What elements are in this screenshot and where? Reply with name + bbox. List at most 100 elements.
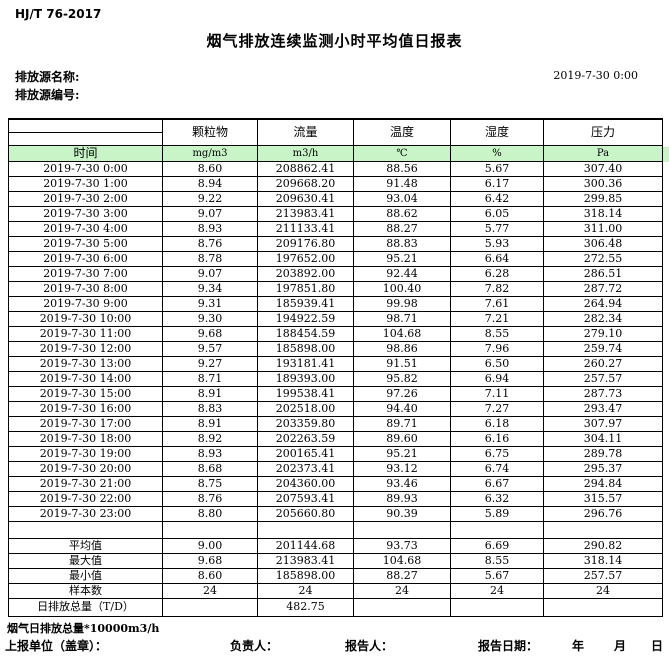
- table-row: 2019-7-30 8:00 9.34 197851.80 100.40 7.82 287…: [8, 281, 663, 297]
- table-row: 2019-7-30 3:00 9.07 213983.41 88.62 6.05 318.…: [8, 206, 663, 222]
- summary-value-cell: 88.27: [353, 568, 451, 584]
- value-cell: 6.42: [450, 191, 544, 207]
- value-cell: 185898.00: [257, 341, 354, 357]
- value-cell: 204360.00: [257, 476, 354, 492]
- value-cell: 8.93: [162, 446, 258, 462]
- value-cell: 7.82: [450, 281, 544, 297]
- value-cell: 259.74: [543, 341, 663, 357]
- summary-value-cell: [543, 598, 663, 617]
- value-cell: 6.67: [450, 476, 544, 492]
- value-cell: 208862.41: [257, 161, 354, 177]
- value-cell: 307.97: [543, 416, 663, 432]
- value-cell: 6.16: [450, 431, 544, 447]
- time-cell: 2019-7-30 3:00: [8, 206, 163, 222]
- source-name-label: 排放源名称:: [15, 70, 80, 84]
- value-cell: 8.76: [162, 236, 258, 252]
- summary-value-cell: 24: [353, 583, 451, 599]
- value-cell: 203359.80: [257, 416, 354, 432]
- value-cell: 197652.00: [257, 251, 354, 267]
- value-cell: 189393.00: [257, 371, 354, 387]
- value-cell: 90.39: [353, 506, 451, 522]
- page-title: 烟气排放连续监测小时平均值日报表: [206, 32, 463, 50]
- value-cell: 282.34: [543, 311, 663, 327]
- value-cell: 88.62: [353, 206, 451, 222]
- table-row: 2019-7-30 18:00 8.92 202263.59 89.60 6.16 304…: [8, 431, 663, 447]
- value-cell: 199538.41: [257, 386, 354, 402]
- value-cell: 5.77: [450, 221, 544, 237]
- summary-label-cell: 日排放总量（T/D）: [8, 598, 163, 617]
- value-cell: 289.78: [543, 446, 663, 462]
- year-label: 年: [572, 639, 585, 653]
- value-cell: 6.50: [450, 356, 544, 372]
- value-cell: 8.78: [162, 251, 258, 267]
- value-cell: 257.57: [543, 371, 663, 387]
- summary-label-cell: 最大值: [8, 553, 163, 569]
- value-cell: 95.82: [353, 371, 451, 387]
- summary-row: 最大值 9.68 213983.41 104.68 8.55 318.14: [8, 553, 663, 569]
- summary-row: 日排放总量（T/D） 482.75: [8, 598, 663, 617]
- summary-value-cell: 24: [162, 583, 258, 599]
- time-cell: 2019-7-30 8:00: [8, 281, 163, 297]
- value-cell: 202263.59: [257, 431, 354, 447]
- value-cell: 8.92: [162, 431, 258, 447]
- value-cell: 97.26: [353, 386, 451, 402]
- table-row: 2019-7-30 13:00 9.27 193181.41 91.51 6.50 260…: [8, 356, 663, 372]
- table-row: 2019-7-30 6:00 8.78 197652.00 95.21 6.64 272.…: [8, 251, 663, 267]
- table-row: 2019-7-30 1:00 8.94 209668.20 91.48 6.17 300.…: [8, 176, 663, 192]
- table-row: 2019-7-30 21:00 8.75 204360.00 93.46 6.67 294…: [8, 476, 663, 492]
- summary-value-cell: [162, 598, 258, 617]
- value-cell: 6.28: [450, 266, 544, 282]
- time-cell: 2019-7-30 4:00: [8, 221, 163, 237]
- value-cell: 7.27: [450, 401, 544, 417]
- time-cell: 2019-7-30 20:00: [8, 461, 163, 477]
- value-cell: 6.94: [450, 371, 544, 387]
- table-row: 2019-7-30 0:00 8.60 208862.41 88.56 5.67 307.…: [8, 161, 663, 177]
- value-cell: 194922.59: [257, 311, 354, 327]
- value-cell: 202518.00: [257, 401, 354, 417]
- value-cell: 279.10: [543, 326, 663, 342]
- summary-value-cell: [353, 598, 451, 617]
- table-row: 2019-7-30 10:00 9.30 194922.59 98.71 7.21 282…: [8, 311, 663, 327]
- value-cell: 213983.41: [257, 206, 354, 222]
- report-table: 颗粒物 流量 温度 湿度 压力 时间 mg/m3 m3/h ℃ % Pa 201…: [8, 118, 663, 617]
- time-cell: 2019-7-30 19:00: [8, 446, 163, 462]
- value-cell: 6.17: [450, 176, 544, 192]
- summary-value-cell: 24: [257, 583, 354, 599]
- value-cell: 6.32: [450, 491, 544, 507]
- value-cell: 91.51: [353, 356, 451, 372]
- summary-value-cell: [450, 598, 544, 617]
- time-cell: 2019-7-30 14:00: [8, 371, 163, 387]
- value-cell: 6.18: [450, 416, 544, 432]
- month-label: 月: [614, 639, 627, 653]
- value-cell: 88.83: [353, 236, 451, 252]
- summary-value-cell: 290.82: [543, 538, 663, 554]
- summary-value-cell: 93.73: [353, 538, 451, 554]
- table-row: 2019-7-30 17:00 8.91 203359.80 89.71 6.18 307…: [8, 416, 663, 432]
- value-cell: 92.44: [353, 266, 451, 282]
- value-cell: 7.96: [450, 341, 544, 357]
- value-cell: 296.76: [543, 506, 663, 522]
- value-cell: 185939.41: [257, 296, 354, 312]
- unit-row: 时间 mg/m3 m3/h ℃ % Pa: [8, 145, 663, 162]
- reporter-label: 报告人：: [345, 639, 394, 653]
- summary-value-cell: 213983.41: [257, 553, 354, 569]
- time-cell: 2019-7-30 9:00: [8, 296, 163, 312]
- empty-cell: [353, 521, 451, 539]
- summary-value-cell: 9.68: [162, 553, 258, 569]
- summary-value-cell: 9.00: [162, 538, 258, 554]
- value-cell: 287.73: [543, 386, 663, 402]
- value-cell: 8.83: [162, 401, 258, 417]
- table-row: 2019-7-30 9:00 9.31 185939.41 99.98 7.61 264.…: [8, 296, 663, 312]
- summary-value-cell: 24: [450, 583, 544, 599]
- value-cell: 8.94: [162, 176, 258, 192]
- summary-label-cell: 平均值: [8, 538, 163, 554]
- table-row: 2019-7-30 15:00 8.91 199538.41 97.26 7.11 287…: [8, 386, 663, 402]
- table-row: 2019-7-30 11:00 9.68 188454.59 104.68 8.55 27…: [8, 326, 663, 342]
- table-row: 2019-7-30 14:00 8.71 189393.00 95.82 6.94 257…: [8, 371, 663, 387]
- summary-label-cell: 最小值: [8, 568, 163, 584]
- value-cell: 8.60: [162, 161, 258, 177]
- value-cell: 98.86: [353, 341, 451, 357]
- value-cell: 209630.41: [257, 191, 354, 207]
- time-cell: 2019-7-30 18:00: [8, 431, 163, 447]
- summary-label-cell: 样本数: [8, 583, 163, 599]
